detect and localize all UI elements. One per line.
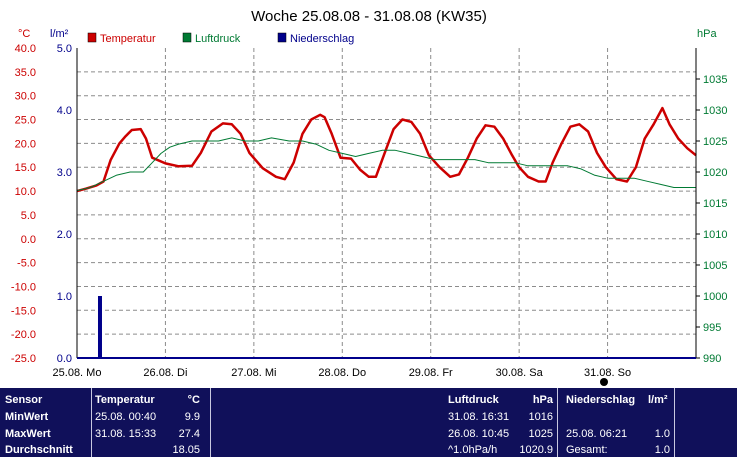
row-avg-temp-value: 18.05 [172, 444, 200, 456]
current-position-marker [600, 378, 608, 386]
rain-tick-label: 3.0 [57, 167, 72, 179]
row-avg-rain-value: 1.0 [654, 444, 670, 456]
pressure-tick-label: 1000 [703, 291, 727, 303]
x-tick-label: 28.08. Do [318, 367, 366, 379]
legend-label: Niederschlag [290, 33, 354, 45]
row-max-temp-time: 31.08. 15:33 [95, 428, 157, 440]
x-tick-label: 30.08. Sa [496, 367, 544, 379]
temperature-tick-label: 0.0 [21, 234, 36, 246]
temperature-tick-label: -10.0 [11, 281, 36, 293]
legend-swatch [182, 32, 192, 43]
pressure-tick-label: 1005 [703, 260, 727, 272]
header-pressure-unit: hPa [532, 394, 553, 406]
x-tick-label: 29.08. Fr [409, 367, 453, 379]
pressure-line [76, 137, 696, 192]
pressure-tick-label: 1010 [703, 229, 727, 241]
row-min-label: MinWert [5, 411, 49, 423]
header-rain-unit: l/m² [648, 394, 668, 406]
row-min-temp-time: 25.08. 00:40 [95, 411, 157, 423]
rain-tick-label: 1.0 [57, 291, 72, 303]
legend-swatch [277, 32, 287, 43]
pressure-tick-label: 1020 [703, 167, 727, 179]
rain-ticks: 5.0 4.0 3.0 2.0 1.0 0.0 [57, 43, 72, 365]
pressure-tick-label: 995 [703, 322, 721, 334]
pressure-axis-unit: hPa [697, 28, 717, 40]
temp-axis-unit: °C [18, 28, 30, 40]
temperature-tick-label: -15.0 [11, 305, 36, 317]
weather-chart: Woche 25.08.08 - 31.08.08 (KW35) °C l/m²… [11, 8, 727, 386]
pressure-tick-label: 1025 [703, 136, 727, 148]
legend-label: Luftdruck [195, 33, 241, 45]
row-max-pressure-value: 1025 [528, 428, 553, 440]
rain-axis-unit: l/m² [50, 28, 69, 40]
temperature-tick-label: 15.0 [15, 162, 36, 174]
rain-tick-label: 4.0 [57, 105, 72, 117]
pressure-tick-label: 1030 [703, 105, 727, 117]
row-avg-pressure-value: 1020.9 [519, 444, 553, 456]
row-max-temp-value: 27.4 [178, 428, 200, 440]
rain-tick-label: 5.0 [57, 43, 72, 55]
chart-title: Woche 25.08.08 - 31.08.08 (KW35) [251, 8, 487, 25]
legend: Temperatur Luftdruck Niederschlag [87, 32, 354, 45]
row-min-pressure-value: 1016 [528, 411, 553, 423]
x-tick-label: 26.08. Di [143, 367, 187, 379]
row-avg-pressure-trend: ^1.0hPa/h [448, 444, 498, 456]
x-tick-label: 31.08. So [584, 367, 631, 379]
divider [674, 388, 675, 457]
plot-area [77, 48, 696, 358]
rain-tick-label: 2.0 [57, 229, 72, 241]
header-pressure: Luftdruck [448, 394, 499, 406]
legend-label: Temperatur [100, 33, 156, 45]
row-avg-label: Durchschnitt [5, 444, 73, 456]
pressure-tick-label: 1035 [703, 74, 727, 86]
pressure-ticks: 1035 1030 1025 1020 1015 1010 1005 1000 995 990 [696, 74, 727, 365]
temperature-tick-label: 5.0 [21, 210, 36, 222]
divider [210, 388, 211, 457]
row-max-rain-value: 1.0 [654, 428, 670, 440]
divider [557, 388, 558, 457]
temperature-tick-label: 40.0 [15, 43, 36, 55]
temperature-line [76, 106, 697, 193]
x-tick-label: 27.08. Mi [231, 367, 276, 379]
row-avg-rain-label: Gesamt: [566, 444, 608, 456]
row-max-label: MaxWert [5, 428, 51, 440]
temperature-tick-label: -20.0 [11, 329, 36, 341]
x-ticks: 25.08. Mo 26.08. Di 27.08. Mi 28.08. Do 29.0… [53, 367, 632, 379]
temperature-tick-label: -25.0 [11, 353, 36, 365]
temperature-tick-label: 30.0 [15, 91, 36, 103]
header-temperature: Temperatur [95, 394, 155, 406]
pressure-tick-label: 1015 [703, 198, 727, 210]
temperature-tick-label: 10.0 [15, 186, 36, 198]
rain-tick-label: 0.0 [57, 353, 72, 365]
temperature-tick-label: -5.0 [17, 258, 36, 270]
temperature-tick-label: 25.0 [15, 115, 36, 127]
row-max-pressure-time: 26.08. 10:45 [448, 428, 510, 440]
row-min-pressure-time: 31.08. 16:31 [448, 411, 510, 423]
temperature-ticks: 40.0 35.0 30.0 25.0 20.0 15.0 10.0 5.0 0.0 -5.0 -1… [11, 43, 36, 365]
header-rain: Niederschlag [566, 394, 636, 406]
header-sensor: Sensor [5, 394, 43, 406]
x-tick-label: 25.08. Mo [53, 367, 102, 379]
row-min-temp-value: 9.9 [184, 411, 200, 423]
header-temperature-unit: °C [187, 394, 200, 406]
grid [77, 48, 696, 358]
temperature-tick-label: 35.0 [15, 67, 36, 79]
row-max-rain-time: 25.08. 06:21 [566, 428, 628, 440]
divider [91, 388, 92, 457]
legend-swatch [87, 32, 97, 43]
temperature-tick-label: 20.0 [15, 138, 36, 150]
series-layer [76, 106, 697, 358]
rain-bar [97, 296, 102, 358]
statistics-panel: Sensor Temperatur °C Luftdruck hPa Niede… [0, 388, 737, 457]
pressure-tick-label: 990 [703, 353, 721, 365]
